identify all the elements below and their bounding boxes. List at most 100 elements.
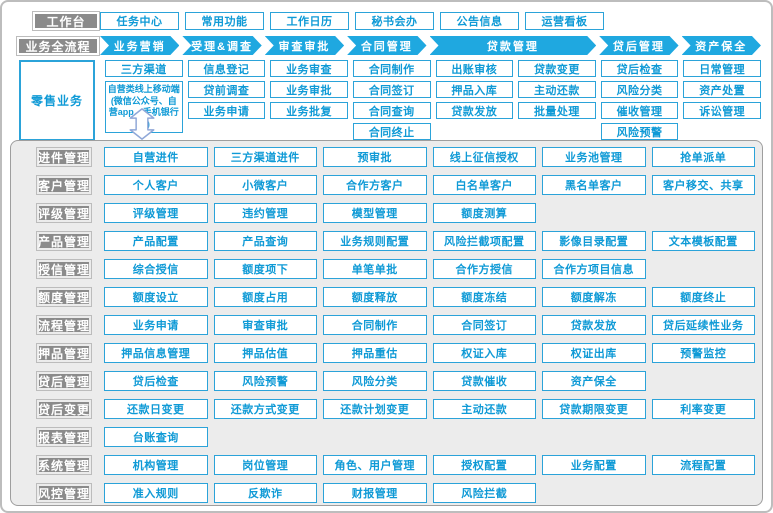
module-button[interactable]: 押品信息管理 bbox=[104, 343, 208, 363]
module-button[interactable]: 个人客户 bbox=[104, 175, 208, 195]
retail-box[interactable]: 信息登记 bbox=[187, 60, 266, 77]
module-button[interactable]: 客户移交、共享 bbox=[651, 175, 755, 195]
module-button[interactable]: 文本模板配置 bbox=[651, 231, 755, 251]
module-button[interactable]: 额度终止 bbox=[651, 287, 755, 307]
module-button[interactable]: 风险拦截项配置 bbox=[432, 231, 536, 251]
module-button[interactable]: 额度解冻 bbox=[542, 287, 646, 307]
module-button[interactable]: 业务池管理 bbox=[542, 147, 646, 167]
module-button[interactable]: 抢单派单 bbox=[651, 147, 755, 167]
module-button[interactable]: 合作方授信 bbox=[432, 259, 536, 279]
module-button[interactable]: 线上征信授权 bbox=[432, 147, 536, 167]
retail-box[interactable]: 押品入库 bbox=[435, 81, 514, 98]
module-button[interactable]: 合作方项目信息 bbox=[542, 259, 646, 279]
workbench-button-secretary-meeting[interactable]: 秘书会办 bbox=[355, 12, 434, 30]
module-button[interactable]: 风险拦截 bbox=[432, 483, 536, 503]
workbench-button-work-calendar[interactable]: 工作日历 bbox=[270, 12, 349, 30]
module-button[interactable]: 贷后检查 bbox=[104, 371, 208, 391]
retail-box[interactable]: 风险预警 bbox=[600, 123, 679, 140]
module-button[interactable]: 贷款期限变更 bbox=[542, 399, 646, 419]
module-button[interactable]: 还款日变更 bbox=[104, 399, 208, 419]
module-button[interactable]: 审查审批 bbox=[213, 315, 317, 335]
stage-loan-management[interactable]: 贷款管理 bbox=[430, 36, 597, 55]
module-button[interactable]: 授权配置 bbox=[432, 455, 536, 475]
retail-box[interactable]: 贷款发放 bbox=[435, 102, 514, 119]
module-button[interactable]: 综合授信 bbox=[104, 259, 208, 279]
retail-box[interactable]: 批量处理 bbox=[518, 102, 596, 119]
module-button[interactable]: 预审批 bbox=[323, 147, 427, 167]
module-button[interactable]: 台账查询 bbox=[104, 427, 208, 447]
retail-box[interactable]: 业务审批 bbox=[270, 81, 348, 98]
module-button[interactable]: 贷款发放 bbox=[542, 315, 646, 335]
module-button[interactable]: 流程配置 bbox=[651, 455, 755, 475]
module-button[interactable]: 额度占用 bbox=[213, 287, 317, 307]
retail-box[interactable]: 业务申请 bbox=[187, 102, 266, 119]
module-button[interactable]: 黑名单客户 bbox=[542, 175, 646, 195]
module-button[interactable]: 预警监控 bbox=[651, 343, 755, 363]
stage-acceptance-investigation[interactable]: 受理&调查 bbox=[182, 36, 261, 55]
workbench-button-task-center[interactable]: 任务中心 bbox=[100, 12, 179, 30]
retail-box[interactable]: 业务批复 bbox=[270, 102, 348, 119]
module-button[interactable]: 影像目录配置 bbox=[542, 231, 646, 251]
module-button[interactable]: 还款计划变更 bbox=[323, 399, 427, 419]
retail-box[interactable]: 诉讼管理 bbox=[683, 102, 761, 119]
retail-box[interactable]: 三方渠道 bbox=[105, 60, 183, 77]
module-button[interactable]: 白名单客户 bbox=[432, 175, 536, 195]
module-button[interactable]: 利率变更 bbox=[651, 399, 755, 419]
module-button[interactable]: 风险分类 bbox=[323, 371, 427, 391]
module-button[interactable]: 违约管理 bbox=[213, 203, 317, 223]
workbench-button-common-functions[interactable]: 常用功能 bbox=[185, 12, 264, 30]
stage-marketing[interactable]: 业务营销 bbox=[100, 36, 179, 55]
module-button[interactable]: 还款方式变更 bbox=[213, 399, 317, 419]
module-button[interactable]: 贷后延续性业务 bbox=[651, 315, 755, 335]
module-button[interactable]: 额度测算 bbox=[432, 203, 536, 223]
module-button[interactable]: 资产保全 bbox=[542, 371, 646, 391]
stage-review-approval[interactable]: 审查审批 bbox=[265, 36, 344, 55]
module-button[interactable]: 合同签订 bbox=[432, 315, 536, 335]
module-button[interactable]: 岗位管理 bbox=[213, 455, 317, 475]
module-button[interactable]: 风险预警 bbox=[213, 371, 317, 391]
retail-box[interactable]: 合同签订 bbox=[352, 81, 431, 98]
module-button[interactable]: 押品估值 bbox=[213, 343, 317, 363]
retail-box[interactable]: 日常管理 bbox=[683, 60, 761, 77]
retail-box[interactable]: 主动还款 bbox=[518, 81, 596, 98]
workbench-button-operations-dashboard[interactable]: 运营看板 bbox=[525, 12, 604, 30]
workbench-button-announcements[interactable]: 公告信息 bbox=[440, 12, 519, 30]
module-button[interactable]: 财报管理 bbox=[323, 483, 427, 503]
module-button[interactable]: 产品配置 bbox=[104, 231, 208, 251]
retail-box[interactable]: 合同制作 bbox=[352, 60, 431, 77]
module-button[interactable]: 权证出库 bbox=[542, 343, 646, 363]
stage-post-loan-management[interactable]: 贷后管理 bbox=[599, 36, 678, 55]
retail-box[interactable]: 业务审查 bbox=[270, 60, 348, 77]
module-button[interactable]: 合同制作 bbox=[323, 315, 427, 335]
retail-box[interactable]: 合同终止 bbox=[352, 123, 431, 140]
retail-box[interactable]: 出账审核 bbox=[435, 60, 514, 77]
retail-box[interactable]: 贷后检查 bbox=[600, 60, 679, 77]
retail-box[interactable]: 合同查询 bbox=[352, 102, 431, 119]
module-button[interactable]: 权证入库 bbox=[432, 343, 536, 363]
stage-asset-preservation[interactable]: 资产保全 bbox=[682, 36, 761, 55]
module-button[interactable]: 合作方客户 bbox=[323, 175, 427, 195]
module-button[interactable]: 业务申请 bbox=[104, 315, 208, 335]
module-button[interactable]: 机构管理 bbox=[104, 455, 208, 475]
module-button[interactable]: 小微客户 bbox=[213, 175, 317, 195]
module-button[interactable]: 贷款催收 bbox=[432, 371, 536, 391]
module-button[interactable]: 自营进件 bbox=[104, 147, 208, 167]
module-button[interactable]: 押品重估 bbox=[323, 343, 427, 363]
retail-box[interactable]: 风险分类 bbox=[600, 81, 679, 98]
module-button[interactable]: 业务规则配置 bbox=[323, 231, 427, 251]
module-button[interactable]: 单笔单批 bbox=[323, 259, 427, 279]
stage-contract-management[interactable]: 合同管理 bbox=[347, 36, 426, 55]
module-button[interactable]: 额度冻结 bbox=[432, 287, 536, 307]
module-button[interactable]: 额度设立 bbox=[104, 287, 208, 307]
retail-box[interactable]: 催收管理 bbox=[600, 102, 679, 119]
module-button[interactable]: 三方渠道进件 bbox=[213, 147, 317, 167]
module-button[interactable]: 准入规则 bbox=[104, 483, 208, 503]
retail-box[interactable]: 贷前调查 bbox=[187, 81, 266, 98]
module-button[interactable]: 角色、用户管理 bbox=[323, 455, 427, 475]
module-button[interactable]: 模型管理 bbox=[323, 203, 427, 223]
module-button[interactable]: 产品查询 bbox=[213, 231, 317, 251]
module-button[interactable]: 额度项下 bbox=[213, 259, 317, 279]
module-button[interactable]: 反欺诈 bbox=[213, 483, 317, 503]
module-button[interactable]: 主动还款 bbox=[432, 399, 536, 419]
retail-box[interactable]: 贷款变更 bbox=[518, 60, 596, 77]
